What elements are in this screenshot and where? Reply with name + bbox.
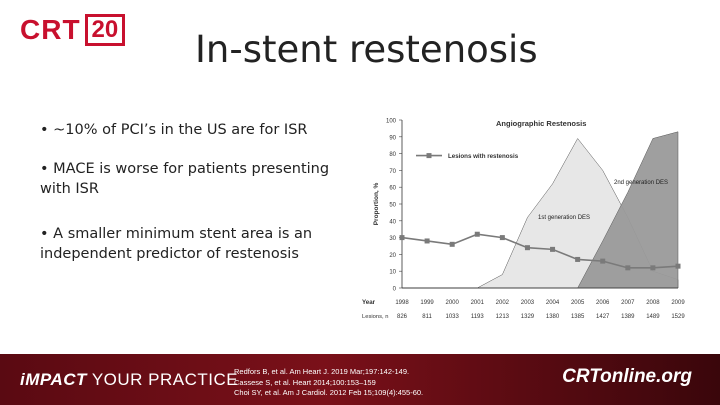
lesions-count: 826	[397, 314, 408, 320]
x-tick-label: 2002	[496, 300, 510, 306]
x-tick-label: 2005	[571, 300, 585, 306]
slide-title: In-stent restenosis	[195, 28, 538, 71]
slogan-rest: YOUR PRACTICE	[86, 370, 239, 389]
restenosis-point	[424, 238, 430, 244]
lesions-count: 1193	[471, 314, 485, 320]
x-tick-label: 2004	[546, 300, 560, 306]
restenosis-point	[499, 235, 505, 241]
chart-title: Angiographic Restenosis	[496, 119, 586, 128]
label-2nd-gen-des: 2nd generation DES	[614, 180, 668, 186]
y-tick-label: 10	[389, 270, 396, 276]
lesions-count: 1380	[546, 314, 560, 320]
lesions-row-label: Lesions, n	[362, 314, 388, 320]
logo-text: CRT	[20, 14, 81, 45]
restenosis-point	[524, 245, 530, 251]
logo-number: 20	[84, 14, 126, 46]
crtonline-logo: CRTonline.org	[562, 366, 692, 387]
bullet-2: • MACE is worse for patients presenting …	[40, 161, 330, 197]
legend-marker	[426, 153, 432, 159]
reference-2: Cassese S, et al. Heart 2014;100:153–159	[234, 377, 376, 387]
y-tick-label: 70	[389, 169, 396, 175]
lesions-count: 1033	[446, 314, 460, 320]
y-tick-label: 50	[389, 203, 396, 209]
restenosis-point	[625, 265, 631, 271]
legend-label: Lesions with restenosis	[448, 153, 519, 160]
lesions-count: 1427	[596, 314, 610, 320]
x-tick-label: 1999	[420, 300, 434, 306]
lesions-count: 1389	[621, 314, 635, 320]
x-tick-label: 2006	[596, 300, 610, 306]
restenosis-chart: 0 10 20 30 40 50 60 70 80 90 100 Angiographic Reste…	[362, 119, 685, 321]
restenosis-point	[575, 256, 581, 262]
y-tick-label: 90	[389, 135, 396, 141]
footer-slogan: iMPACT YOUR PRACTICE	[20, 370, 238, 390]
restenosis-point	[399, 235, 405, 241]
lesions-count: 811	[422, 314, 432, 320]
lesions-count: 1385	[571, 314, 585, 320]
y-tick-label: 30	[389, 236, 396, 242]
reference-3: Choi SY, et al. Am J Cardiol. 2012 Feb 1…	[234, 388, 424, 397]
references: Redfors B, et al. Am Heart J. 2019 Mar;1…	[234, 367, 423, 399]
y-tick-label: 60	[389, 186, 396, 192]
lesions-count: 1329	[521, 314, 535, 320]
slogan-impact: iMPACT	[20, 370, 87, 389]
x-tick-label: 2001	[471, 300, 485, 306]
label-1st-gen-des: 1st generation DES	[538, 215, 590, 221]
y-tick-label: 100	[386, 119, 397, 125]
bullet-1: • ~10% of PCI’s in the US are for ISR	[40, 122, 308, 138]
restenosis-point	[550, 246, 556, 252]
restenosis-point	[474, 231, 480, 237]
crt20-logo: CRT 20	[20, 14, 126, 46]
lesions-count: 1489	[646, 314, 660, 320]
footer-bar: iMPACT YOUR PRACTICE Redfors B, et al. A…	[0, 354, 720, 405]
line-restenosis	[401, 233, 679, 269]
restenosis-point	[600, 258, 606, 264]
y-tick-label: 0	[393, 287, 397, 293]
y-tick-label: 40	[389, 219, 396, 225]
x-tick-label: 2000	[446, 300, 460, 306]
lesions-count: 1529	[671, 314, 685, 320]
restenosis-point	[650, 265, 656, 271]
y-tick-label: 20	[389, 253, 396, 259]
reference-1: Redfors B, et al. Am Heart J. 2019 Mar;1…	[234, 367, 410, 376]
x-tick-label: 2009	[671, 300, 685, 306]
y-axis-label: Proportion, %	[373, 182, 380, 225]
restenosis-point	[675, 263, 681, 269]
restenosis-point	[449, 241, 455, 247]
x-axis-label: Year	[362, 299, 376, 306]
lesions-count: 1213	[496, 314, 510, 320]
x-tick-label: 2007	[621, 300, 635, 306]
x-tick-label: 2008	[646, 300, 660, 306]
x-tick-label: 1998	[395, 300, 409, 306]
bullet-3: • A smaller minimum stent area is an ind…	[40, 226, 313, 262]
y-tick-label: 80	[389, 152, 396, 158]
x-tick-label: 2003	[521, 300, 535, 306]
